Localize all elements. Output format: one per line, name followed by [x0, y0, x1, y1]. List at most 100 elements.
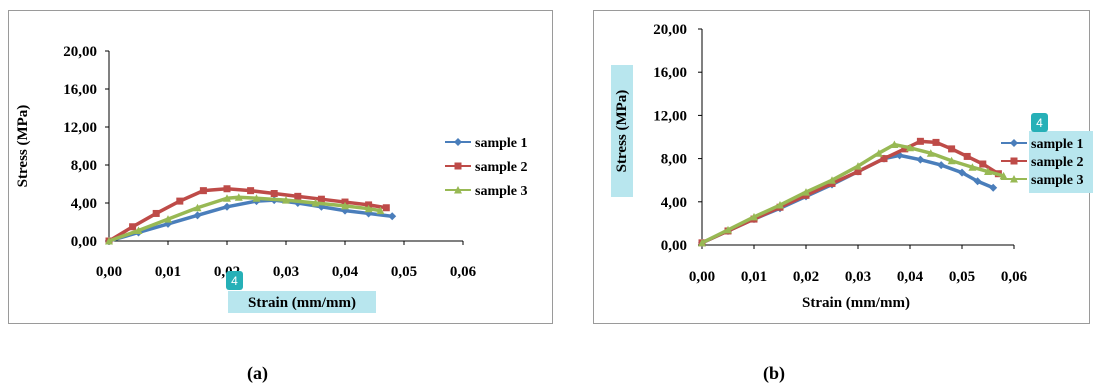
legend-marker: [1010, 175, 1018, 183]
x-tick-label: 0,06: [1001, 269, 1028, 285]
y-tick-label: 12,00: [63, 120, 97, 136]
x-tick-label: 0,03: [273, 264, 299, 280]
data-point: [223, 194, 231, 202]
chart-panel-a: 0,004,008,0012,0016,0020,000,000,010,020…: [8, 10, 553, 324]
data-point: [282, 196, 290, 204]
data-point: [270, 190, 278, 197]
y-axis-label: Stress (MPa): [614, 90, 630, 173]
series-line: [701, 153, 994, 245]
data-point: [247, 187, 255, 195]
y-tick-label: 16,00: [653, 65, 687, 81]
series-3: [105, 193, 385, 245]
series-2: [105, 185, 390, 245]
data-point: [932, 138, 940, 146]
y-tick-label: 8,00: [71, 158, 97, 174]
legend-entry: sample 3: [1031, 173, 1084, 188]
y-tick-label: 12,00: [653, 108, 687, 124]
x-axis-label: Strain (mm/mm): [248, 295, 356, 311]
x-tick-label: 0,01: [741, 269, 767, 285]
series-line: [701, 142, 1005, 245]
y-tick-label: 0,00: [661, 238, 687, 254]
data-point: [164, 215, 172, 223]
legend-entry: sample 1: [1031, 137, 1084, 152]
y-axis-label-group: Stress (MPa): [15, 105, 31, 188]
data-point: [724, 225, 732, 234]
caption-b: (b): [763, 363, 785, 383]
series-line: [108, 195, 381, 243]
chart-b-svg: 0,00 4,00 8,00 12,00 16,00 20,00 0,00 0,01 0,02 0…: [611, 22, 1093, 311]
series-line: [701, 139, 1000, 245]
x-tick-label: 0,05: [949, 269, 975, 285]
series-1: [698, 151, 998, 247]
legend-entry: sample 1: [475, 136, 528, 151]
data-point: [176, 197, 184, 205]
x-tick-label: 0,04: [332, 264, 359, 280]
legend-marker: [1010, 139, 1018, 147]
data-point: [341, 201, 349, 210]
data-point: [890, 140, 899, 149]
x-tick-label: 0,00: [96, 264, 122, 280]
data-point: [926, 149, 935, 157]
data-point: [968, 163, 977, 171]
data-point: [129, 223, 137, 231]
data-point: [973, 177, 982, 186]
data-point: [105, 237, 113, 245]
data-point: [989, 183, 998, 192]
x-axis-label: Strain (mm/mm): [802, 295, 910, 311]
annotation-badge-number: 4: [231, 274, 238, 288]
legend-highlight: [1029, 131, 1093, 193]
data-point: [999, 171, 1008, 180]
data-point: [317, 195, 325, 203]
data-point: [802, 188, 810, 196]
data-point: [958, 168, 966, 177]
annotation-badge: [226, 271, 243, 290]
y-tick-label: 16,00: [63, 82, 97, 98]
data-point: [234, 193, 243, 201]
data-point: [223, 185, 231, 193]
data-point: [979, 160, 987, 168]
y-tick-label: 20,00: [63, 44, 97, 60]
data-point: [223, 202, 231, 211]
y-tick-label: 8,00: [661, 152, 687, 168]
data-point: [750, 212, 758, 221]
legend-marker: [454, 138, 462, 146]
legend-entry: sample 2: [1031, 155, 1084, 170]
data-point: [948, 145, 956, 153]
data-point: [854, 162, 862, 170]
legend-marker: [454, 186, 462, 194]
chart-panel-b: 0,00 4,00 8,00 12,00 16,00 20,00 0,00 0,01 0,02 0…: [593, 10, 1093, 324]
data-point: [193, 211, 202, 220]
series-3: [698, 140, 1008, 247]
data-point: [698, 238, 706, 247]
data-point: [880, 155, 888, 163]
y-tick-label: 0,00: [71, 234, 97, 250]
x-tick-label: 0,00: [689, 269, 715, 285]
data-point: [963, 152, 971, 160]
caption-a: (a): [247, 363, 268, 383]
x-tick-label: 0,01: [155, 264, 181, 280]
x-tick-label: 0,06: [450, 264, 477, 280]
data-point: [776, 201, 784, 209]
data-point: [311, 199, 320, 207]
data-point: [895, 151, 904, 160]
chart-a-svg: 0,004,008,0012,0016,0020,000,000,010,020…: [15, 44, 528, 313]
x-tick-label: 0,03: [845, 269, 871, 285]
legend-entry: sample 3: [475, 184, 528, 199]
data-point: [193, 203, 202, 212]
x-tick-label: 0,04: [897, 269, 924, 285]
series-2: [698, 137, 1002, 247]
legend-marker: [454, 162, 462, 170]
y-tick-label: 4,00: [71, 196, 97, 212]
data-point: [854, 168, 862, 176]
data-point: [901, 145, 909, 153]
legend-entry: sample 2: [475, 160, 528, 175]
data-point: [947, 156, 956, 165]
data-point: [152, 209, 160, 217]
data-point: [916, 137, 924, 145]
x-tick-label: 0,02: [793, 269, 819, 285]
data-point: [874, 149, 883, 157]
data-point: [916, 155, 925, 164]
data-point: [382, 204, 390, 212]
y-tick-label: 4,00: [661, 195, 687, 211]
series-line: [108, 198, 393, 243]
